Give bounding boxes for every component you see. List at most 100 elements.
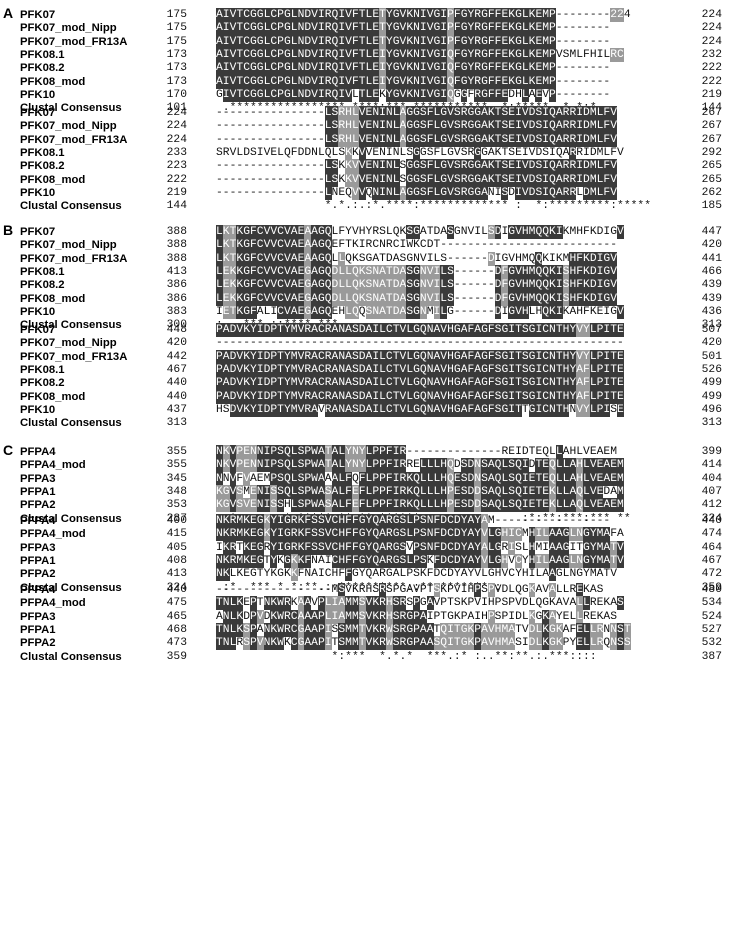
sequence-name: PFK08_mod <box>20 390 86 403</box>
sequence-name: Clustal Consensus <box>20 650 122 663</box>
sequence-row: PFK08_mod 222 ----------------LSKKVVENINLS… <box>0 172 756 187</box>
sequence-residues: AIVTCGGLCPGLNDVIRQIVFTLEIYGVKNIVGIQFGYRG… <box>216 74 611 89</box>
sequence-residues: PADVKYIDPTYMVRACRANASDAILCTVLGQNAVHGAFAG… <box>216 362 624 377</box>
sequence-name: PFK08.2 <box>20 377 65 390</box>
end-position: 436 <box>701 305 722 318</box>
sequence-row: PFK10 383 IETKGFALICVAEGAGQEHLQQSNATDASGNM… <box>0 304 756 319</box>
end-position: 359 <box>701 581 722 594</box>
sequence-name: PFPA4_mod <box>20 528 86 541</box>
end-position: 447 <box>701 226 722 238</box>
end-position: 219 <box>701 88 722 101</box>
sequence-residues: LKTKGFCVVCVAEAAGQLFYVHYRSLQKSGATDASGNVIL… <box>216 225 624 239</box>
start-position: 386 <box>166 292 187 305</box>
sequence-name: PFK07_mod_FR13A <box>20 252 128 265</box>
sequence-name: PFK07 <box>20 226 56 238</box>
end-position: 144 <box>701 102 722 115</box>
sequence-row: PFK10 437 HSDVKYIDPTYMVRAVRANASDAILCTVLGQN… <box>0 402 756 417</box>
start-position: 224 <box>166 133 187 146</box>
sequence-name: PFPA4 <box>20 515 56 527</box>
end-position: 313 <box>701 319 722 332</box>
sequence-row: PFPA3 465 ANLKDPVDKWRCAAAPLIAMMSVKRHSRGPAI… <box>0 609 756 624</box>
end-position: 262 <box>701 186 722 199</box>
end-position: 496 <box>701 403 722 416</box>
consensus-row: Clustal Consensus 359 *:*** *.*.* ***.:* … <box>0 650 756 664</box>
sequence-residues: NKRMKEGKYIGRKFSSVCHFFGYQARGSLPSNFDCDYAYA… <box>216 514 611 528</box>
end-position: 507 <box>701 324 722 336</box>
start-position: 383 <box>166 305 187 318</box>
start-position: 101 <box>166 102 187 115</box>
sequence-name: PFPA1 <box>20 554 56 567</box>
start-position: 324 <box>166 581 187 594</box>
start-position: 388 <box>166 252 187 265</box>
sequence-name: PFPA1 <box>20 485 56 498</box>
end-position: 399 <box>701 446 722 458</box>
start-position: 173 <box>166 62 187 75</box>
sequence-residues: ----------------LSRHLVENINLAGGSFLGVSRGGA… <box>216 132 618 147</box>
sequence-row: PFK07_mod_Nipp 224 ----------------LSRHLVE… <box>0 119 756 134</box>
sequence-name: Clustal Consensus <box>20 319 122 332</box>
end-position: 222 <box>701 62 722 75</box>
sequence-name: PFK08.2 <box>20 62 65 75</box>
sequence-row: PFK07 388 LKTKGFCVVCVAEAAGQLFYVHYRSLQKSGAT… <box>0 225 756 239</box>
sequence-row: PFPA2 473 TNLRSPVNKWKCGAAPITSMMTVKRWSRGPAA… <box>0 636 756 651</box>
end-position: 313 <box>701 417 722 430</box>
sequence-name: PFK07 <box>20 324 56 336</box>
sequence-residues: NKRMKEGTYKGKKFNAICHFFGYQARGSLPSKFDCDYAYV… <box>216 553 624 568</box>
consensus-row: Clustal Consensus 144 *.*.:.:*.****:*****… <box>0 199 756 213</box>
end-position: 412 <box>701 499 722 512</box>
sequence-row: PFPA4_mod 415 NKRMKEGKYIGRKFSSVCHFFGYQARGS… <box>0 527 756 542</box>
sequence-residues: PADVKYIDPTYMVRACRANASDAILCTVLGQNAVHGAFAG… <box>216 389 624 404</box>
sequence-residues: AIVTCGGLCPGLNDVIRQIVFTLETYGVKNIVGIPFGYRG… <box>216 21 611 36</box>
sequence-name: PFK10 <box>20 88 56 101</box>
end-position: 267 <box>701 120 722 133</box>
sequence-row: PFK08.1 467 PADVKYIDPTYMVRACRANASDAILCTVLG… <box>0 362 756 377</box>
end-position: 224 <box>701 9 722 21</box>
end-position: 467 <box>701 554 722 567</box>
sequence-name: PFK08_mod <box>20 75 86 88</box>
end-position: 292 <box>701 146 722 159</box>
start-position: 413 <box>166 265 187 278</box>
end-position: 472 <box>701 568 722 581</box>
sequence-residues: AIVTCGGLCPGLNDVIRQIVFTLETYGVKNIVGIPFGYRG… <box>216 34 611 49</box>
start-position: 170 <box>166 88 187 101</box>
start-position: 440 <box>166 390 187 403</box>
sequence-residues: ----------------------------------------… <box>216 337 624 350</box>
sequence-name: PFK07_mod_Nipp <box>20 239 117 252</box>
sequence-residues: LKTKGFCVVCVAEAAGQLLQKSGATDASGNVILS------… <box>216 251 618 266</box>
sequence-row: PFK10 170 GIVTCGGLCPGLNDVIRQIVLTLEKYGVKNIV… <box>0 87 756 102</box>
end-position: 474 <box>701 528 722 541</box>
sequence-name: PFK07_mod_FR13A <box>20 133 128 146</box>
sequence-name: Clustal Consensus <box>20 102 122 115</box>
start-position: 224 <box>166 107 187 119</box>
end-position: 526 <box>701 363 722 376</box>
sequence-name: PFPA1 <box>20 623 56 636</box>
sequence-name: PFK07_mod_FR13A <box>20 350 128 363</box>
end-position: 267 <box>701 107 722 119</box>
sequence-name: Clustal Consensus <box>20 581 122 594</box>
sequence-name: PFK08.1 <box>20 146 65 159</box>
sequence-row: PFK08.1 413 LEKKGFCVVCVAEGAGQDLLQKSNATDASG… <box>0 264 756 279</box>
end-position: 324 <box>701 512 722 525</box>
sequence-name: PFPA2 <box>20 499 56 512</box>
sequence-row: PFK07_mod_Nipp 420 -----------------------… <box>0 336 756 350</box>
panel-letter: C <box>3 442 14 458</box>
sequence-residues: PADVKYIDPTYMVRACRANASDAILCTVLGQNAVHGAFAG… <box>216 323 624 337</box>
start-position: 468 <box>166 623 187 636</box>
sequence-row: PFK08.1 173 AIVTCGGLCPGLNDVIRQIVFTLEIYGVKN… <box>0 47 756 62</box>
sequence-name: PFK08.2 <box>20 279 65 292</box>
sequence-residues: PADVKYIDPTYMVRACRANASDAILCTVLGQNAVHGAFAG… <box>216 376 624 391</box>
sequence-row: PFPA3 405 IKRTKEGRYIGRKFSSVCHFFGYQARGSVPSN… <box>0 540 756 555</box>
start-position: 465 <box>166 610 187 623</box>
sequence-name: PFK08.2 <box>20 160 65 173</box>
start-position: 448 <box>166 324 187 336</box>
end-position: 222 <box>701 75 722 88</box>
sequence-residues: ----------------LSRHLVENINLAGGSFLGVSRGGA… <box>216 106 618 120</box>
start-position: 437 <box>166 403 187 416</box>
panel-letter: B <box>3 222 14 238</box>
start-position: 144 <box>166 200 187 213</box>
start-position: 442 <box>166 350 187 363</box>
start-position: 420 <box>166 337 187 350</box>
end-position: 420 <box>701 337 722 350</box>
sequence-name: Clustal Consensus <box>20 512 122 525</box>
